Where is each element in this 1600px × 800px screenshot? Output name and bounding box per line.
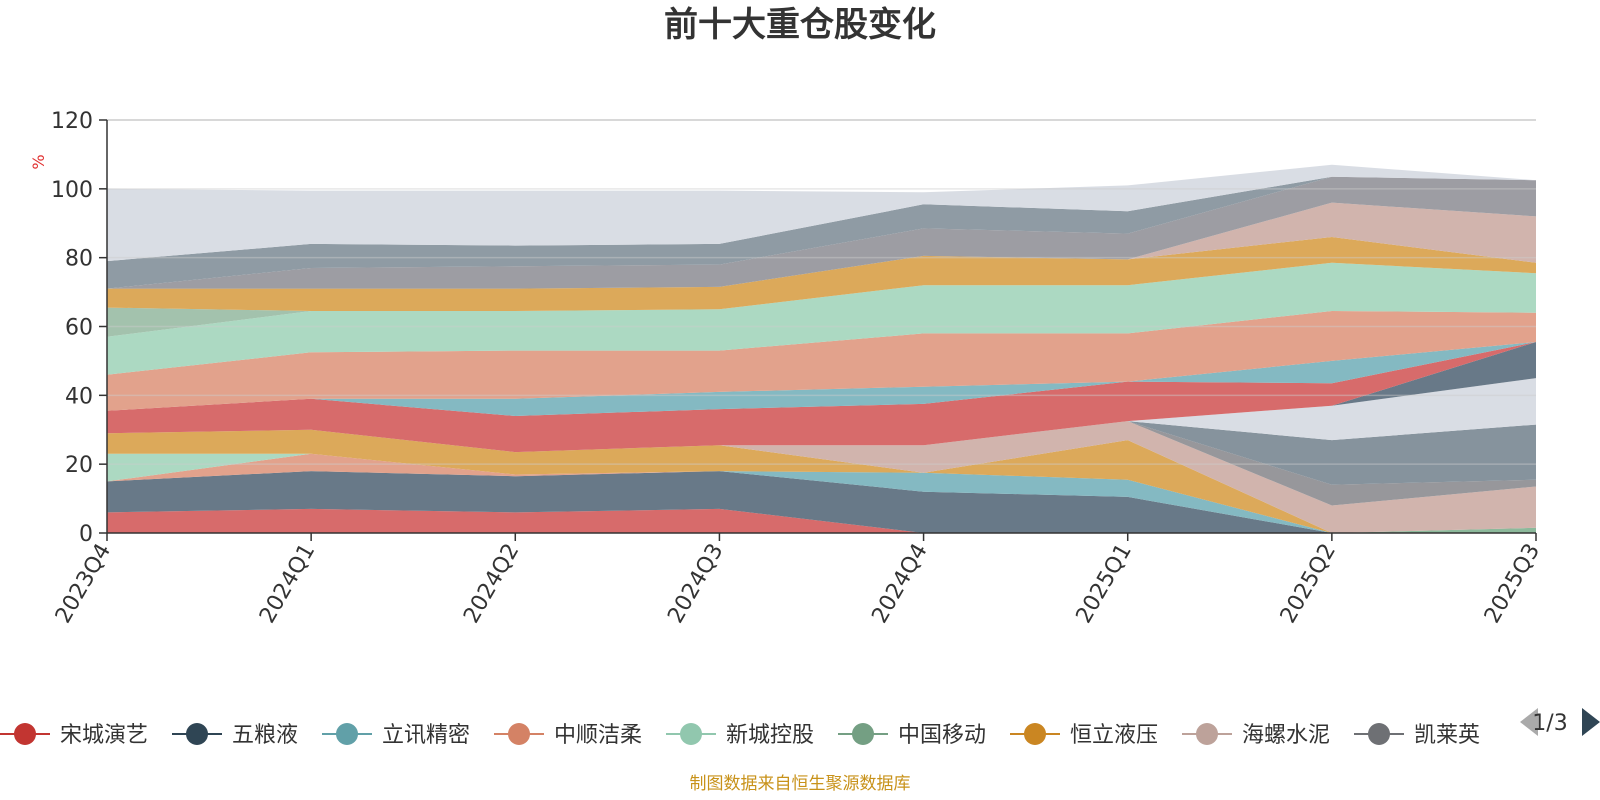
y-tick-label: 100	[51, 178, 93, 203]
legend-next-icon[interactable]	[1582, 708, 1600, 736]
y-tick-label: 0	[79, 522, 93, 547]
legend-pager: 1/3	[1520, 708, 1600, 736]
legend-marker-icon	[186, 723, 208, 745]
x-tick-label: 2025Q2	[1276, 540, 1341, 628]
legend-page-indicator: 1/3	[1532, 711, 1567, 736]
area-band-8	[107, 421, 1536, 506]
area-band-1	[107, 471, 1536, 533]
legend-item[interactable]: 凯莱英	[1354, 723, 1480, 748]
legend-label: 凯莱英	[1414, 723, 1480, 748]
y-tick-label: 60	[65, 316, 93, 341]
y-tick-label: 40	[65, 384, 93, 409]
area-band-9	[107, 421, 1536, 485]
data-source: 制图数据来自恒生聚源数据库	[690, 774, 911, 794]
area-band-19	[107, 176, 1536, 289]
area-band-18	[107, 202, 1536, 289]
area-band-15	[107, 262, 1536, 375]
y-axis-unit: %	[29, 154, 48, 169]
x-tick-label: 2024Q4	[867, 540, 932, 628]
x-tick-label: 2023Q4	[51, 540, 116, 628]
legend-item[interactable]: 海螺水泥	[1182, 723, 1330, 748]
legend: 宋城演艺 五粮液 立讯精密 中顺洁柔 新城控股 中国移动 恒立液压 海螺水泥 凯莱英	[0, 723, 1480, 748]
y-tick-label: 80	[65, 247, 93, 272]
x-tick-label: 2024Q3	[663, 540, 728, 628]
legend-marker-icon	[852, 723, 874, 745]
legend-item[interactable]: 中顺洁柔	[494, 723, 642, 748]
legend-marker-icon	[14, 723, 36, 745]
y-tick-label: 20	[65, 453, 93, 478]
legend-item[interactable]: 中国移动	[838, 723, 986, 748]
area-band-13	[107, 342, 1536, 416]
legend-label: 立讯精密	[382, 723, 470, 748]
legend-marker-icon	[1024, 723, 1046, 745]
legend-prev-icon[interactable]	[1520, 708, 1538, 736]
legend-item[interactable]: 五粮液	[172, 723, 298, 748]
legend-item[interactable]: 宋城演艺	[0, 723, 148, 748]
grid-lines	[107, 119, 1536, 465]
legend-marker-icon	[1196, 723, 1218, 745]
area-band-4	[107, 453, 1536, 533]
area-band-14	[107, 311, 1536, 411]
legend-label: 恒立液压	[1070, 723, 1158, 748]
legend-label: 新城控股	[726, 723, 814, 748]
area-band-0	[107, 508, 1536, 533]
legend-item[interactable]: 立讯精密	[322, 723, 470, 748]
x-tick-label: 2024Q2	[459, 540, 524, 628]
area-band-21	[107, 164, 1536, 262]
y-tick-label: 120	[51, 109, 93, 134]
legend-marker-icon	[680, 723, 702, 745]
x-tick-label: 2025Q1	[1072, 540, 1137, 628]
legend-marker-icon	[1368, 723, 1390, 745]
legend-marker-icon	[336, 723, 358, 745]
legend-label: 中国移动	[898, 723, 986, 748]
area-band-6	[107, 429, 1536, 533]
x-axis: 2023Q4 2024Q1 2024Q2 2024Q3 2024Q4 2025Q1 2025…	[51, 532, 1545, 628]
legend-label: 宋城演艺	[60, 723, 148, 748]
x-tick-label: 2024Q1	[255, 540, 320, 628]
x-tick-label: 2025Q3	[1480, 540, 1545, 628]
legend-item[interactable]: 恒立液压	[1010, 723, 1158, 748]
area-band-12	[107, 342, 1536, 453]
area-bands	[107, 164, 1536, 533]
area-band-20	[107, 176, 1536, 289]
area-band-7	[107, 421, 1536, 533]
legend-items: 宋城演艺 五粮液 立讯精密 中顺洁柔 新城控股 中国移动 恒立液压 海螺水泥 凯莱英	[0, 723, 1480, 748]
legend-marker-icon	[508, 723, 530, 745]
legend-label: 海螺水泥	[1242, 723, 1330, 748]
legend-item[interactable]: 新城控股	[666, 723, 814, 748]
legend-label: 五粮液	[232, 723, 298, 748]
area-band-10	[107, 378, 1536, 453]
legend-label: 中顺洁柔	[554, 723, 642, 748]
y-axis: 0 20 40 60 80 100 120	[51, 109, 108, 547]
chart-title: 前十大重仓股变化	[664, 5, 936, 45]
area-band-3	[107, 453, 1536, 533]
area-band-17	[107, 237, 1536, 311]
